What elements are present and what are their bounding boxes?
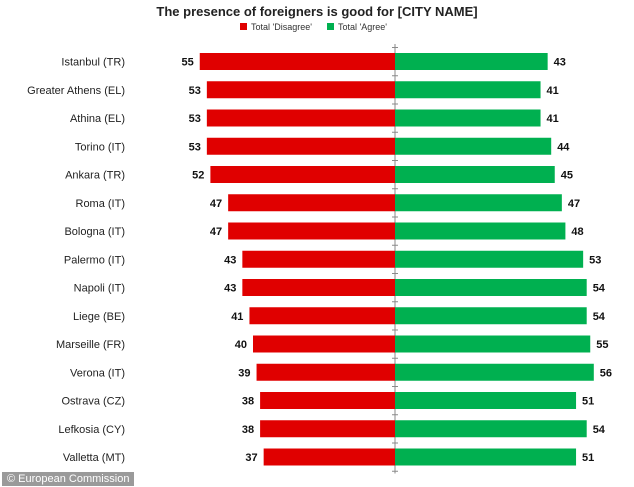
data-label-disagree: 52	[192, 170, 204, 182]
bar-disagree	[263, 448, 395, 466]
bar-agree	[395, 53, 548, 70]
bar-agree	[395, 81, 541, 99]
bar-disagree	[260, 392, 395, 409]
data-label-agree: 51	[582, 452, 594, 464]
bar-disagree	[242, 250, 395, 268]
bar-agree	[395, 392, 577, 409]
bar-disagree	[260, 420, 395, 438]
data-label-disagree: 53	[189, 85, 201, 97]
bar-agree	[395, 448, 577, 466]
chart-row: Marseille (FR) 40 55	[56, 335, 609, 353]
bar-disagree	[199, 53, 395, 70]
chart-row: Valletta (MT) 37 51	[63, 448, 594, 466]
data-label-disagree: 38	[242, 424, 254, 436]
category-label: Palermo (IT)	[64, 254, 125, 266]
data-label-disagree: 39	[238, 367, 250, 379]
bar-agree	[395, 420, 587, 438]
bar-disagree	[242, 279, 395, 296]
chart-row: Palermo (IT) 43 53	[64, 250, 601, 268]
data-label-agree: 43	[554, 57, 566, 69]
category-label: Roma (IT)	[76, 198, 126, 210]
chart-row: Verona (IT) 39 56	[70, 363, 612, 381]
data-label-agree: 54	[593, 311, 606, 323]
category-label: Verona (IT)	[70, 367, 125, 379]
chart-row: Athina (EL) 53 41	[70, 109, 559, 127]
category-label: Valletta (MT)	[63, 452, 125, 464]
data-label-agree: 48	[571, 226, 583, 238]
data-label-agree: 53	[589, 254, 601, 266]
data-label-disagree: 37	[245, 452, 257, 464]
data-label-disagree: 40	[235, 339, 247, 351]
bar-disagree	[206, 81, 395, 99]
chart-row: Greater Athens (EL) 53 41	[27, 81, 559, 99]
data-label-agree: 45	[561, 170, 573, 182]
data-label-disagree: 55	[182, 57, 194, 69]
data-label-agree: 56	[600, 367, 612, 379]
bar-agree	[395, 109, 541, 127]
bar-disagree	[206, 109, 395, 127]
data-label-disagree: 43	[224, 283, 236, 295]
chart-row: Ankara (TR) 52 45	[65, 166, 573, 183]
bar-disagree	[206, 137, 395, 155]
category-label: Ankara (TR)	[65, 170, 125, 182]
chart-row: Istanbul (TR) 55 43	[61, 53, 566, 70]
bar-agree	[395, 222, 566, 240]
legend-swatch-disagree	[240, 23, 247, 30]
chart-row: Roma (IT) 47 47	[76, 194, 580, 212]
category-label: Bologna (IT)	[64, 226, 125, 238]
data-label-disagree: 47	[210, 226, 222, 238]
bar-agree	[395, 279, 587, 296]
category-label: Liege (BE)	[73, 311, 125, 323]
data-label-disagree: 38	[242, 396, 254, 408]
data-label-disagree: 43	[224, 254, 236, 266]
chart-row: Lefkosia (CY) 38 54	[58, 420, 606, 438]
data-label-agree: 47	[568, 198, 580, 210]
chart-row: Liege (BE) 41 54	[73, 307, 606, 325]
category-label: Lefkosia (CY)	[58, 424, 125, 436]
category-label: Greater Athens (EL)	[27, 85, 125, 97]
bar-disagree	[210, 166, 395, 183]
data-label-disagree: 53	[189, 141, 201, 153]
category-label: Torino (IT)	[75, 141, 125, 153]
chart-row: Torino (IT) 53 44	[75, 137, 570, 155]
chart-title: The presence of foreigners is good for […	[156, 4, 477, 19]
bars: Istanbul (TR) 55 43 Greater Athens (EL) 53 41…	[27, 53, 612, 466]
chart-row: Bologna (IT) 47 48	[64, 222, 584, 240]
data-label-agree: 54	[593, 424, 606, 436]
legend-swatch-agree	[327, 23, 334, 30]
data-label-agree: 51	[582, 396, 594, 408]
legend: Total 'Disagree' Total 'Agree'	[240, 22, 387, 32]
bar-disagree	[228, 222, 395, 240]
bar-disagree	[249, 307, 395, 325]
legend-label-agree: Total 'Agree'	[338, 22, 387, 32]
data-label-agree: 44	[557, 141, 570, 153]
data-label-agree: 55	[596, 339, 608, 351]
data-label-agree: 41	[547, 113, 559, 125]
category-label: Istanbul (TR)	[61, 57, 125, 69]
chart-row: Napoli (IT) 43 54	[74, 279, 606, 296]
legend-label-disagree: Total 'Disagree'	[251, 22, 312, 32]
category-label: Athina (EL)	[70, 113, 125, 125]
bar-agree	[395, 363, 594, 381]
bar-disagree	[228, 194, 395, 212]
category-label: Napoli (IT)	[74, 283, 125, 295]
data-label-disagree: 41	[231, 311, 243, 323]
bar-agree	[395, 250, 584, 268]
category-label: Marseille (FR)	[56, 339, 125, 351]
bar-agree	[395, 137, 552, 155]
category-label: Ostrava (CZ)	[61, 396, 125, 408]
bar-disagree	[253, 335, 395, 353]
bar-agree	[395, 307, 587, 325]
bar-agree	[395, 335, 591, 353]
bar-agree	[395, 166, 555, 183]
data-label-disagree: 47	[210, 198, 222, 210]
bar-agree	[395, 194, 562, 212]
data-label-agree: 41	[547, 85, 559, 97]
bar-disagree	[256, 363, 395, 381]
credit-watermark: © European Commission	[2, 472, 135, 486]
chart-row: Ostrava (CZ) 38 51	[61, 392, 594, 409]
data-label-disagree: 53	[189, 113, 201, 125]
data-label-agree: 54	[593, 283, 606, 295]
